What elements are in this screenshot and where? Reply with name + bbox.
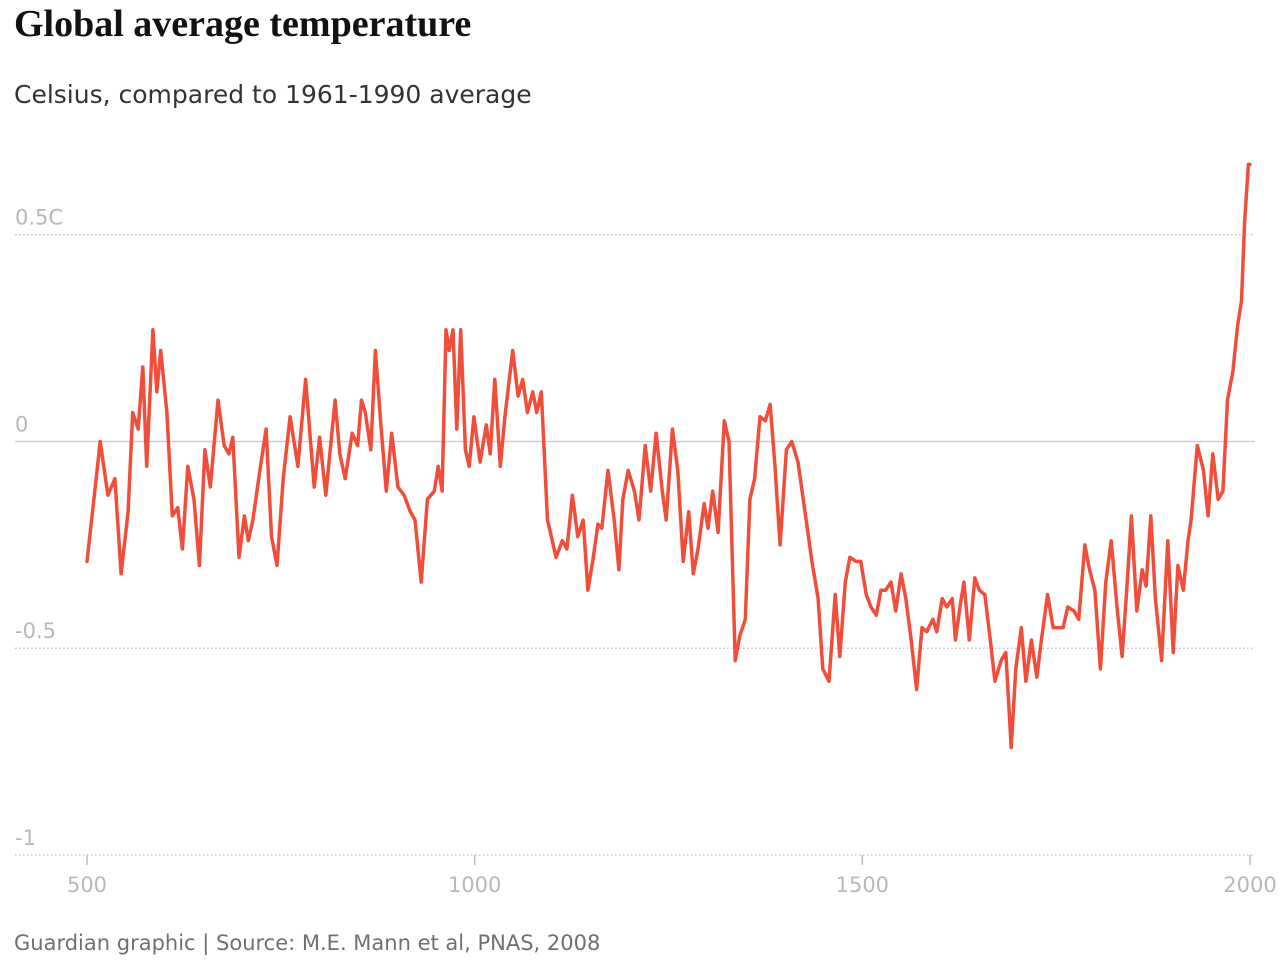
- x-tick-label: 1000: [448, 873, 501, 897]
- y-tick-label: 0: [15, 412, 28, 436]
- temperature-line: [85, 162, 1252, 750]
- x-tick-label: 2000: [1223, 873, 1276, 897]
- source-note: Guardian graphic | Source: M.E. Mann et …: [14, 931, 600, 956]
- y-tick-label: -0.5: [15, 619, 56, 643]
- chart-title: Global average temperature: [14, 3, 471, 45]
- y-tick-label: 0.5C: [15, 206, 63, 230]
- x-tick-label: 1500: [836, 873, 889, 897]
- x-tick-label: 500: [67, 873, 107, 897]
- y-tick-label: -1: [15, 826, 36, 850]
- chart-subtitle: Celsius, compared to 1961-1990 average: [14, 80, 532, 109]
